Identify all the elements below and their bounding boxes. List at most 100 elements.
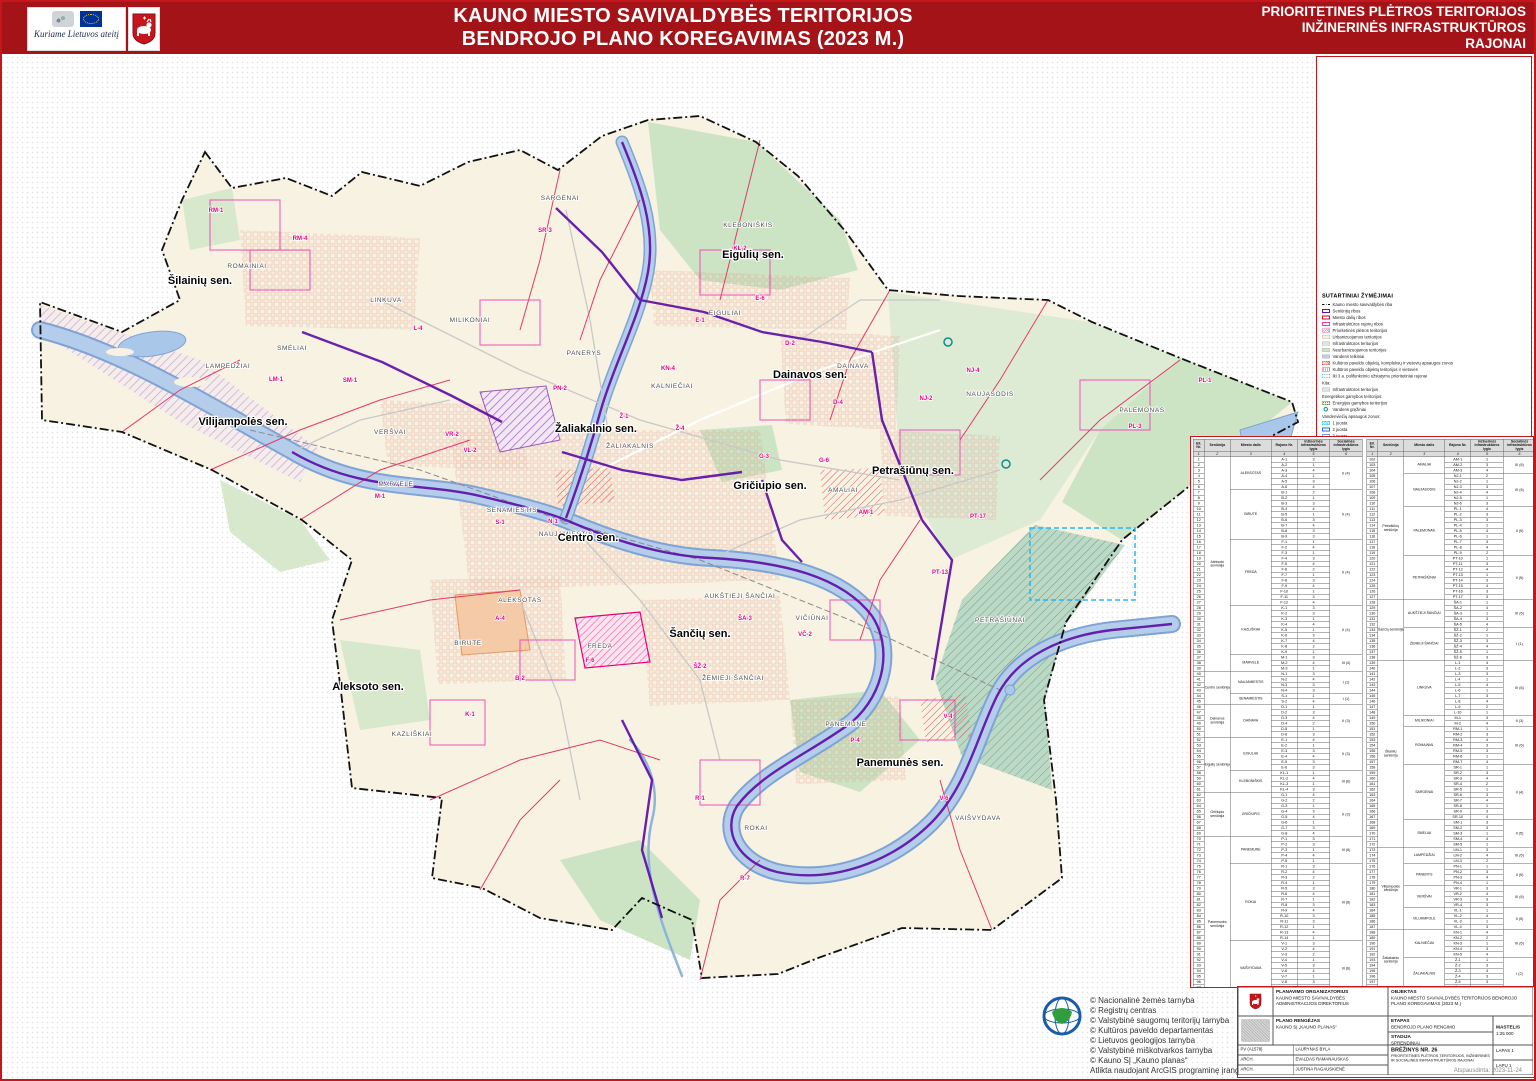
legend-label: Prioritetinės plėtros teritorijos xyxy=(1332,327,1388,333)
region-code-label: B-2 xyxy=(515,676,525,682)
table-cell: III (6) xyxy=(1503,929,1533,958)
column-header: Rajono Nr. xyxy=(1444,438,1471,453)
legend-label: Miesto dalių ribos xyxy=(1332,314,1366,320)
column-header: Miesto dalis xyxy=(1403,438,1445,453)
seniunija-label: Dainavos sen. xyxy=(773,369,847,381)
cyan-hatch-swatch-icon xyxy=(1322,420,1330,425)
region-code-label: K-1 xyxy=(465,712,475,718)
object-cell: OBJEKTAS KAUNO MIESTO SAVIVALDYBĖS TERIT… xyxy=(1388,987,1533,1016)
credit-line: © Lietuvos geologijos tarnyba xyxy=(1090,1036,1196,1045)
table-cell: NAUJAMIESTIS xyxy=(1230,671,1272,694)
legend-label: Vandens gręžiniai xyxy=(1332,406,1366,412)
cream-swatch-icon xyxy=(1322,334,1330,339)
table-row: 7 BIRUTĖ B-1 2 II (4) xyxy=(1193,489,1363,540)
region-code-label: VR-2 xyxy=(445,432,459,438)
table-cell: EIGULIAI xyxy=(1230,737,1272,771)
legend-label: Infrastruktūros teritorijos xyxy=(1332,386,1379,392)
legend-label: 1 juosta xyxy=(1332,420,1348,426)
scale-value: 1:25 000 xyxy=(1496,1031,1514,1037)
column-header: Eil. Nr. xyxy=(1193,438,1205,453)
legend-item: Miesto dalių ribos xyxy=(1322,314,1530,321)
table-cell: III (6) xyxy=(1503,456,1533,474)
district-label: VAIŠVYDAVA xyxy=(955,813,1001,822)
table-cell: KLEBONIŠKIS xyxy=(1230,770,1272,793)
region-code-label: Ž-1 xyxy=(620,412,630,420)
legend-label: Energetikos gamybos teritorijos: xyxy=(1322,394,1383,399)
subject-line-1: PRIORITETINES PLĖTROS TERITORIJOS xyxy=(1261,4,1526,19)
personnel-role: ARCH. xyxy=(1239,1065,1294,1075)
table-cell: II (4) xyxy=(1329,605,1363,656)
table-cell: Panemunės seniūnija xyxy=(1204,836,1231,987)
table-cell: III (6) xyxy=(1329,836,1363,865)
seniunija-boundaries xyxy=(291,141,1173,919)
table-cell: BIRUTĖ xyxy=(1230,489,1272,540)
legend-label: Iki 3 a. polifunkcinio užstatymo priorit… xyxy=(1332,373,1427,379)
table-cell: I (1) xyxy=(1329,671,1363,694)
region-code-label: R-7 xyxy=(740,876,750,882)
legend-label: Energijos gamybos teritorijos xyxy=(1332,400,1388,406)
table-cell: Vilijampolės seniūnija xyxy=(1377,847,1404,931)
column-header: Miesto dalis xyxy=(1230,438,1272,453)
table-cell: III (6) xyxy=(1329,770,1363,793)
seniunija-label: Eigulių sen. xyxy=(722,249,784,261)
table-cell: I (1) xyxy=(1329,693,1363,705)
credit-line: © Valstybinė saugomų teritorijų tarnyba xyxy=(1090,1016,1230,1025)
table-cell: II (5) xyxy=(1503,555,1533,601)
seniunija-label: Žaliakalnio sen. xyxy=(555,422,637,435)
table-row: 120 PETRAŠIŪNAI PT-10 1 II (5) xyxy=(1366,555,1533,601)
table-row: 97V-94 xyxy=(1193,984,1362,987)
region-code-label: L-4 xyxy=(414,326,424,332)
table-row: 92 V-4 1 xyxy=(1193,957,1362,964)
credit-line: © Valstybinė miškotvarkos tarnyba xyxy=(1090,1046,1213,1055)
district-label: EIGULIAI xyxy=(709,310,741,317)
priority-zone-outline xyxy=(1029,527,1136,601)
district-label: DAINAVA xyxy=(837,363,869,370)
titleblock-arms-cell xyxy=(1238,987,1273,1016)
region-code-label: ŠA-3 xyxy=(738,614,752,622)
district-label: VIČIŪNAI xyxy=(796,613,829,622)
table-cell: NAUJASODIS xyxy=(1403,473,1445,507)
column-header: Rajono Nr. xyxy=(1271,438,1298,453)
district-label: AUKŠTIEJI ŠANČIAI xyxy=(705,591,776,600)
sponsor-logos: Kuriame Lietuvos ateitį xyxy=(27,7,126,51)
kaunas-coat-of-arms-icon xyxy=(132,13,156,45)
table-row: 112 PL-2 3 xyxy=(1366,511,1533,518)
column-header: Socialinės infrastruktūros lygis xyxy=(1329,438,1363,453)
district-label: PANEMUNĖ xyxy=(825,719,866,728)
stage-cell: ETAPAS BENDROJO PLANO RENGIMO xyxy=(1388,1016,1493,1032)
table-cell: II (4) xyxy=(1329,489,1363,540)
personnel-row: ARCH. JUSTINA RAGAUSKIENĖ xyxy=(1238,1065,1388,1075)
title-line-2: BENDROJO PLANO KOREGAVIMAS (2023 M.) xyxy=(461,28,905,50)
district-label: SARGĖNAI xyxy=(541,193,579,202)
phase-value: SPRENDINIAI xyxy=(1391,1040,1420,1045)
table-cell: ROKAI xyxy=(1230,863,1272,942)
object-value: KAUNO MIESTO SAVIVALDYBĖS TERITORIJOS BE… xyxy=(1391,995,1518,1006)
table-row: 89 VAIŠVYDAVA V-1 3 III (6) xyxy=(1193,940,1363,987)
printed-note: Atspausdinta: 2023-11-24 xyxy=(1453,1068,1522,1074)
table-cell: KALNIEČIAI xyxy=(1403,929,1445,958)
district-label: ŽALIAKALNIS xyxy=(606,441,654,450)
region-code-label: SR-3 xyxy=(538,228,552,234)
district-label: MILIKONIAI xyxy=(450,317,491,324)
blue-rect1-swatch-icon xyxy=(1322,427,1330,432)
subject-line-2: INŽINERINĖS INFRASTRUKTŪROS xyxy=(1301,19,1526,35)
legend-label: 2 juosta xyxy=(1332,426,1348,432)
region-code-label: PL-3 xyxy=(1128,424,1142,430)
district-label: PETRAŠIŪNAI xyxy=(975,615,1025,624)
region-code-label: Ž-4 xyxy=(676,424,686,432)
table-cell: II (3) xyxy=(1329,737,1363,771)
seniunija-label: Centro sen. xyxy=(558,532,619,544)
table-row: 193 ŽALIAKALNIS Ž-1 1 I (2) xyxy=(1366,957,1533,987)
region-code-label: M-1 xyxy=(375,494,386,500)
legend-label: Neurbanizuojamos teritorijos xyxy=(1332,347,1387,353)
district-label: ROMAINIAI xyxy=(227,263,266,270)
kaunas-arms-box xyxy=(128,7,160,51)
region-code-label: E-6 xyxy=(755,296,765,302)
phase-cell: STADIJA SPRENDINIAI xyxy=(1388,1032,1493,1045)
stamp-cell xyxy=(1238,1016,1273,1045)
legend-section: Kita: xyxy=(1322,380,1530,386)
credit-line: © Kauno SĮ „Kauno planas“ xyxy=(1090,1056,1188,1065)
table-cell: PALEMONAS xyxy=(1403,506,1445,557)
